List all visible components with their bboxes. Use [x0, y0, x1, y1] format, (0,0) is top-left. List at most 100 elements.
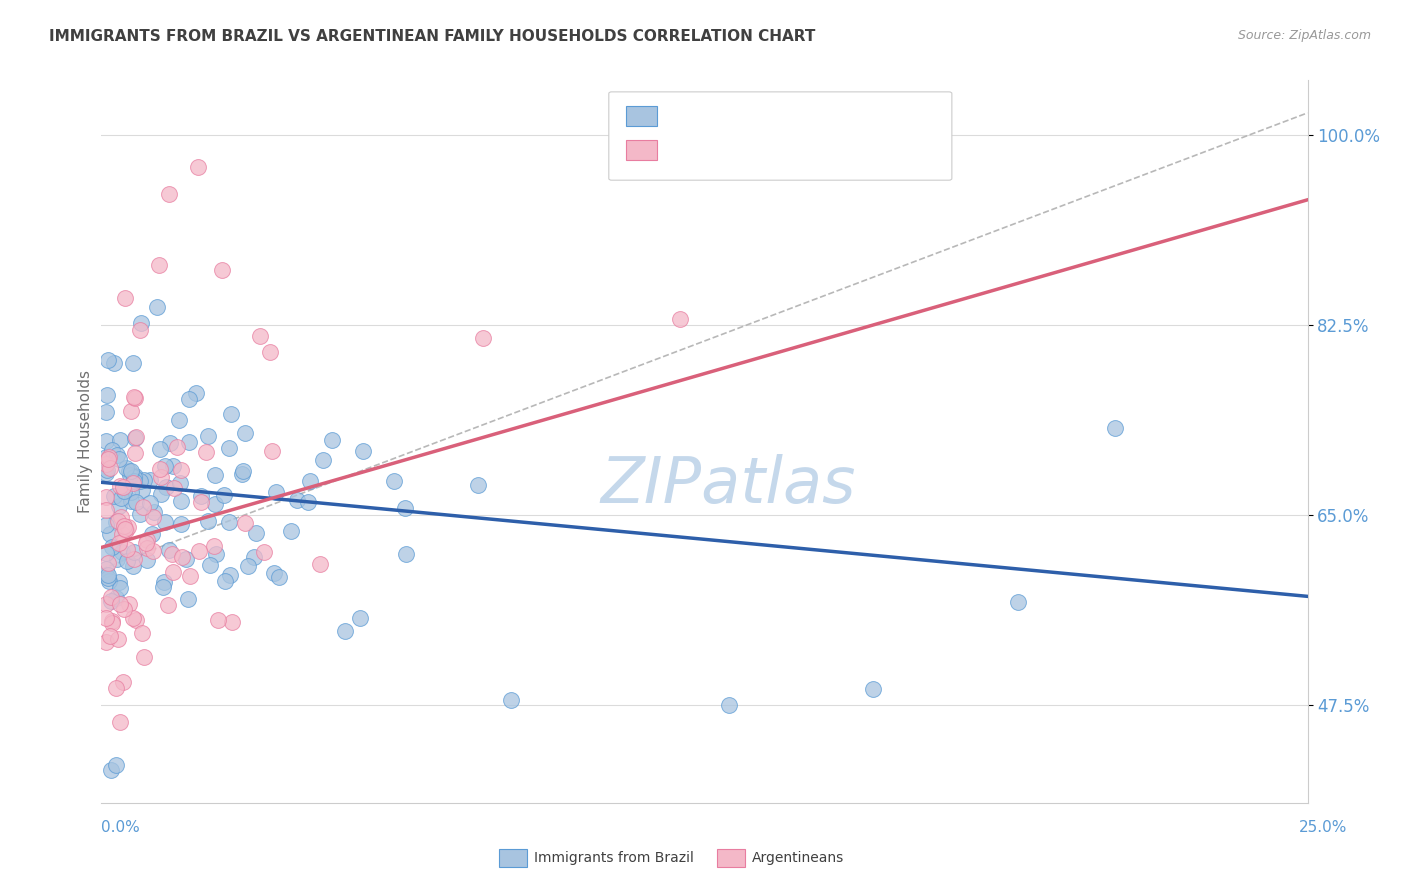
Point: [155, 480, 177, 494]
Point: [107, 552, 129, 566]
Point: [211, 263, 233, 277]
Point: [122, 475, 145, 489]
Point: [110, 433, 132, 447]
Point: [107, 632, 129, 647]
Point: [136, 553, 159, 567]
Point: [117, 541, 139, 556]
Text: 25.0%: 25.0%: [1299, 821, 1347, 835]
Point: [132, 473, 155, 487]
Point: [219, 407, 242, 421]
Point: [249, 328, 271, 343]
Point: [122, 475, 145, 490]
Point: [112, 602, 135, 616]
Point: [349, 611, 371, 625]
Point: [97, 567, 120, 582]
Point: [139, 473, 162, 487]
Point: [124, 431, 146, 445]
Text: 0.336: 0.336: [710, 143, 763, 157]
Point: [121, 356, 143, 370]
Point: [122, 545, 145, 559]
Point: [120, 404, 142, 418]
Point: [122, 470, 145, 484]
Point: [204, 497, 226, 511]
Point: [122, 390, 145, 404]
Point: [333, 624, 356, 639]
Point: [145, 300, 167, 314]
Point: [135, 533, 157, 547]
Point: [94, 611, 117, 625]
Point: [155, 459, 177, 474]
Point: [232, 464, 254, 478]
Point: [112, 519, 135, 533]
Point: [132, 500, 155, 515]
Text: IMMIGRANTS FROM BRAZIL VS ARGENTINEAN FAMILY HOUSEHOLDS CORRELATION CHART: IMMIGRANTS FROM BRAZIL VS ARGENTINEAN FA…: [49, 29, 815, 45]
Point: [94, 597, 117, 611]
Point: [136, 541, 159, 555]
Point: [245, 526, 267, 541]
Point: [149, 442, 172, 456]
Point: [207, 613, 229, 627]
Point: [169, 475, 191, 490]
Point: [96, 466, 118, 480]
Point: [297, 495, 319, 509]
Point: [259, 345, 281, 359]
Point: [143, 505, 166, 519]
Point: [184, 386, 207, 401]
Point: [97, 557, 120, 571]
Point: [198, 558, 221, 572]
Y-axis label: Family Households: Family Households: [77, 370, 93, 513]
Point: [94, 405, 117, 419]
Point: [117, 519, 139, 533]
Point: [108, 714, 131, 729]
Point: [134, 650, 156, 665]
Point: [104, 757, 127, 772]
Point: [150, 470, 173, 484]
Point: [98, 527, 121, 541]
Point: [120, 484, 142, 499]
Point: [269, 570, 291, 584]
Point: [179, 434, 201, 449]
Point: [98, 461, 121, 475]
Text: Immigrants from Brazil: Immigrants from Brazil: [534, 851, 695, 865]
Point: [101, 541, 124, 555]
Point: [112, 484, 135, 499]
Point: [118, 465, 141, 479]
Point: [162, 565, 184, 579]
Point: [202, 539, 225, 553]
Point: [190, 494, 212, 508]
Text: 118: 118: [830, 109, 860, 123]
Point: [100, 763, 122, 777]
Point: [124, 391, 146, 405]
Point: [107, 514, 129, 528]
Point: [179, 392, 201, 407]
Point: [125, 430, 148, 444]
Point: [115, 554, 138, 568]
Text: N =: N =: [780, 143, 824, 157]
Point: [280, 524, 302, 538]
Point: [98, 574, 121, 589]
Point: [166, 440, 188, 454]
Point: [121, 559, 143, 574]
Point: [221, 615, 243, 629]
Point: [98, 629, 121, 643]
Point: [94, 457, 117, 471]
Point: [153, 516, 176, 530]
Point: [159, 435, 181, 450]
Point: [174, 552, 197, 566]
Point: [298, 474, 321, 488]
Point: [264, 485, 287, 500]
Point: [394, 500, 416, 515]
Point: [131, 483, 153, 498]
Text: Source: ZipAtlas.com: Source: ZipAtlas.com: [1237, 29, 1371, 43]
Text: N =: N =: [780, 109, 824, 123]
Point: [152, 580, 174, 594]
Point: [97, 352, 120, 367]
Point: [179, 568, 201, 582]
Point: [231, 467, 253, 481]
Point: [94, 490, 117, 504]
Text: R =: R =: [668, 143, 702, 157]
Point: [157, 187, 180, 202]
Text: R =: R =: [668, 109, 702, 123]
Point: [717, 698, 740, 712]
Point: [110, 479, 132, 493]
